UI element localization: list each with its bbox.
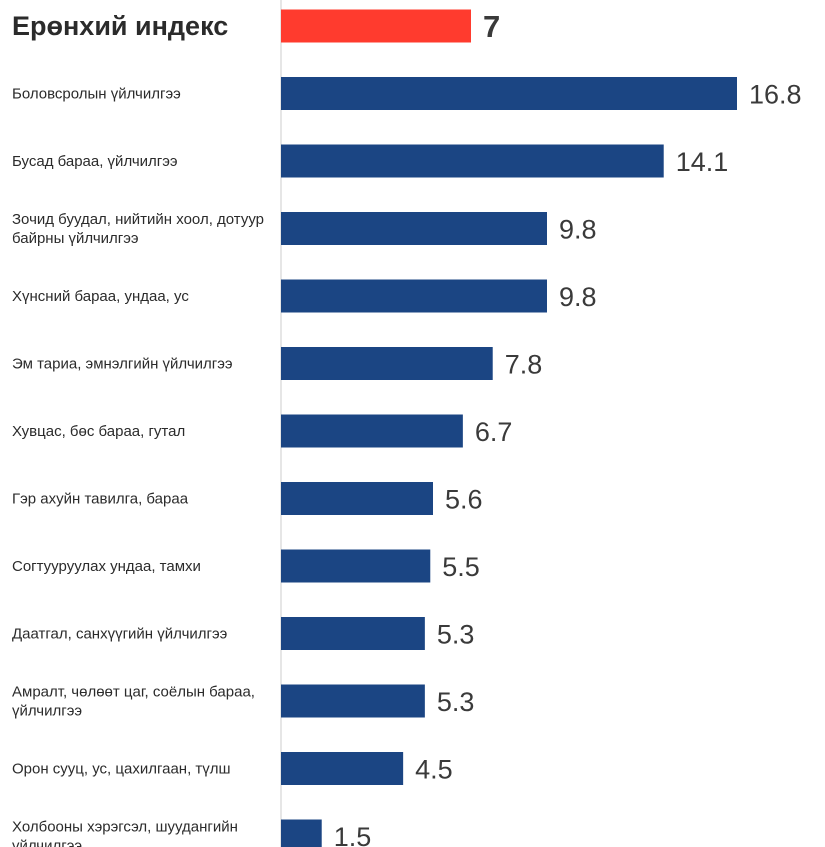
overall-index-bar — [281, 9, 471, 43]
bar-value-label: 9.8 — [559, 215, 597, 245]
bar-value-label: 5.5 — [442, 552, 480, 582]
category-label-line: Амралт, чөлөөт цаг, соёлын бараа, — [12, 684, 255, 701]
category-label-line: Бусад бараа, үйлчилгээ — [12, 153, 178, 170]
category-label: Зочид буудал, нийтийн хоол, дотуур байрны… — [12, 211, 264, 247]
category-bar — [281, 347, 493, 380]
category-label-line: Хүнсний бараа, ундаа, ус — [12, 288, 189, 305]
category-label-line: Ерөнхий индекс — [12, 11, 228, 41]
category-bar — [281, 482, 433, 515]
category-label: Эм тариа, эмнэлгийн үйлчилгээ — [12, 356, 233, 373]
category-label-line: үйлчилгээ — [12, 838, 82, 847]
bar-value-label: 7.8 — [505, 350, 543, 380]
category-label: Согтууруулах ундаа, тамхи — [12, 558, 201, 575]
overall-index-value: 7 — [483, 9, 500, 44]
category-label-line: Хувцас, бөс бараа, гутал — [12, 423, 185, 440]
category-bar — [281, 819, 322, 847]
category-label: Хүнсний бараа, ундаа, ус — [12, 288, 189, 305]
category-label: Боловсролын үйлчилгээ — [12, 86, 181, 103]
category-label-line: Зочид буудал, нийтийн хоол, дотуур — [12, 211, 264, 228]
category-bar — [281, 77, 737, 110]
category-label: Гэр ахуйн тавилга, бараа — [12, 491, 189, 508]
category-label-line: Эм тариа, эмнэлгийн үйлчилгээ — [12, 356, 233, 373]
category-label: Даатгал, санхүүгийн үйлчилгээ — [12, 626, 228, 643]
category-bar — [281, 549, 431, 583]
category-label-line: Согтууруулах ундаа, тамхи — [12, 558, 201, 575]
category-bar — [281, 684, 425, 718]
category-label-line: байрны үйлчилгээ — [12, 230, 139, 247]
category-label-line: Даатгал, санхүүгийн үйлчилгээ — [12, 626, 228, 643]
category-bar — [281, 212, 547, 245]
category-label: Амралт, чөлөөт цаг, соёлын бараа, үйлчилг… — [12, 684, 255, 720]
category-label-line: үйлчилгээ — [12, 703, 82, 720]
bar-value-label: 5.3 — [437, 687, 475, 717]
overall-index-label: Ерөнхий индекс — [12, 11, 228, 41]
bar-value-label: 6.7 — [475, 417, 513, 447]
category-label: Холбооны хэрэгсэл, шуудангийн үйлчилгээ — [12, 819, 238, 847]
bar-value-label: 9.8 — [559, 282, 597, 312]
bar-value-label: 1.5 — [334, 822, 372, 847]
category-bar — [281, 414, 463, 448]
bar-value-label: 16.8 — [749, 80, 802, 110]
category-label-line: Боловсролын үйлчилгээ — [12, 86, 181, 103]
category-label: Орон сууц, ус, цахилгаан, түлш — [12, 761, 231, 778]
category-bar — [281, 279, 547, 313]
category-bar — [281, 144, 664, 178]
bar-value-label: 5.6 — [445, 485, 483, 515]
bar-value-label: 5.3 — [437, 620, 475, 650]
category-bar — [281, 617, 425, 650]
category-label: Бусад бараа, үйлчилгээ — [12, 153, 178, 170]
category-label-line: Орон сууц, ус, цахилгаан, түлш — [12, 761, 231, 778]
bar-value-label: 14.1 — [676, 147, 729, 177]
bars-group: 7 Ерөнхий индекс 16.8 Боловсролын үйлчилгээ… — [12, 9, 802, 847]
category-label-line: Холбооны хэрэгсэл, шуудангийн — [12, 819, 238, 836]
bar-value-label: 4.5 — [415, 755, 453, 785]
category-label-line: Гэр ахуйн тавилга, бараа — [12, 491, 189, 508]
category-label: Хувцас, бөс бараа, гутал — [12, 423, 185, 440]
category-bar — [281, 752, 404, 785]
